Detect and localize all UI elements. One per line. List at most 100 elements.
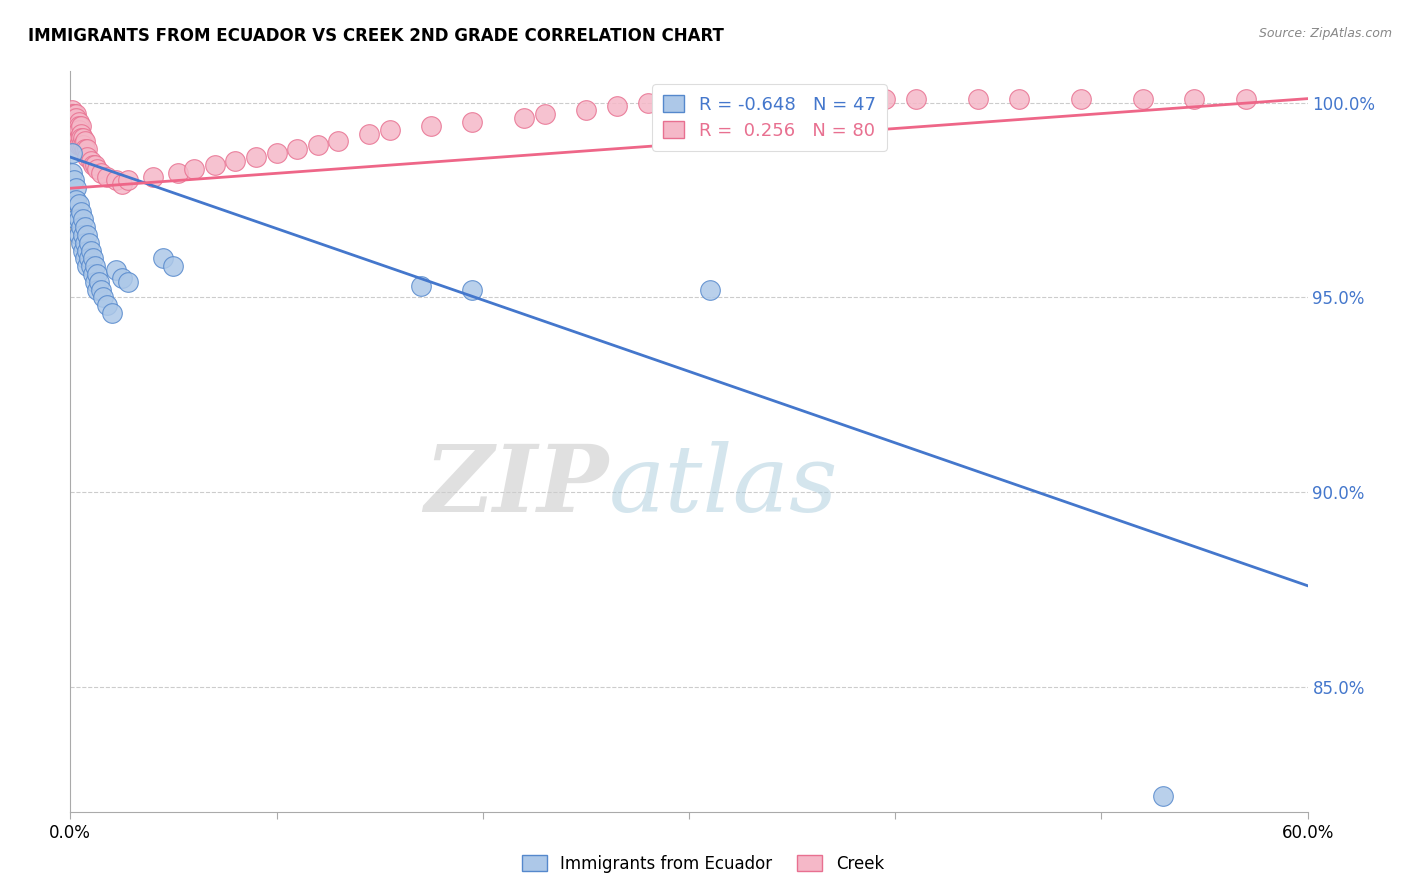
- Point: [65, 181, 87, 195]
- Point: [104, 263, 127, 277]
- Point: [60, 135, 83, 149]
- Point: [72, 227, 94, 242]
- Point: [63, 107, 86, 121]
- Point: [60, 130, 83, 145]
- Point: [266, 146, 288, 161]
- Point: [111, 178, 134, 192]
- Point: [699, 283, 721, 297]
- Text: ZIP: ZIP: [425, 441, 609, 531]
- Point: [91, 290, 114, 304]
- Point: [461, 283, 484, 297]
- Point: [60, 127, 83, 141]
- Point: [84, 158, 107, 172]
- Point: [86, 267, 108, 281]
- Point: [76, 227, 98, 242]
- Point: [69, 235, 91, 250]
- Point: [699, 92, 721, 106]
- Point: [69, 204, 91, 219]
- Point: [606, 99, 628, 113]
- Point: [67, 138, 90, 153]
- Point: [65, 107, 87, 121]
- Point: [730, 92, 752, 106]
- Point: [96, 298, 118, 312]
- Point: [67, 197, 90, 211]
- Point: [72, 138, 94, 153]
- Point: [84, 275, 107, 289]
- Point: [76, 142, 98, 156]
- Point: [359, 127, 381, 141]
- Point: [104, 173, 127, 187]
- Point: [1182, 92, 1205, 106]
- Point: [65, 135, 87, 149]
- Point: [67, 123, 90, 137]
- Point: [842, 92, 865, 106]
- Point: [657, 92, 679, 106]
- Point: [60, 115, 83, 129]
- Point: [966, 92, 988, 106]
- Point: [69, 130, 91, 145]
- Point: [63, 115, 86, 129]
- Point: [96, 169, 118, 184]
- Point: [67, 115, 90, 129]
- Point: [89, 275, 111, 289]
- Point: [82, 158, 104, 172]
- Point: [100, 306, 122, 320]
- Point: [761, 92, 783, 106]
- Point: [378, 123, 401, 137]
- Point: [80, 259, 103, 273]
- Point: [69, 220, 91, 235]
- Point: [69, 119, 91, 133]
- Point: [409, 278, 432, 293]
- Point: [77, 252, 100, 266]
- Point: [76, 244, 98, 258]
- Point: [60, 123, 83, 137]
- Text: Source: ZipAtlas.com: Source: ZipAtlas.com: [1258, 27, 1392, 40]
- Point: [224, 153, 246, 168]
- Point: [63, 111, 86, 125]
- Point: [72, 130, 94, 145]
- Point: [183, 161, 205, 176]
- Point: [69, 138, 91, 153]
- Point: [86, 283, 108, 297]
- Point: [67, 227, 90, 242]
- Point: [86, 161, 108, 176]
- Point: [1132, 92, 1154, 106]
- Point: [60, 146, 83, 161]
- Point: [637, 95, 659, 110]
- Point: [285, 142, 308, 156]
- Point: [166, 166, 188, 180]
- Point: [65, 127, 87, 141]
- Point: [65, 123, 87, 137]
- Point: [245, 150, 267, 164]
- Point: [1234, 92, 1257, 106]
- Point: [904, 92, 927, 106]
- Point: [60, 103, 83, 118]
- Point: [80, 153, 103, 168]
- Point: [63, 193, 86, 207]
- Point: [82, 252, 104, 266]
- Point: [63, 119, 86, 133]
- Point: [65, 119, 87, 133]
- Point: [63, 135, 86, 149]
- Legend: R = -0.648   N = 47, R =  0.256   N = 80: R = -0.648 N = 47, R = 0.256 N = 80: [652, 84, 887, 151]
- Point: [69, 127, 91, 141]
- Point: [117, 173, 139, 187]
- Point: [73, 135, 96, 149]
- Point: [90, 283, 112, 297]
- Point: [65, 142, 87, 156]
- Point: [72, 244, 94, 258]
- Point: [461, 115, 484, 129]
- Point: [420, 119, 443, 133]
- Point: [1152, 789, 1174, 804]
- Point: [60, 111, 83, 125]
- Point: [111, 271, 134, 285]
- Point: [76, 259, 98, 273]
- Point: [67, 130, 90, 145]
- Point: [63, 173, 86, 187]
- Point: [65, 111, 87, 125]
- Point: [575, 103, 598, 118]
- Point: [204, 158, 226, 172]
- Point: [73, 220, 96, 235]
- Legend: Immigrants from Ecuador, Creek: Immigrants from Ecuador, Creek: [516, 848, 890, 880]
- Point: [1008, 92, 1031, 106]
